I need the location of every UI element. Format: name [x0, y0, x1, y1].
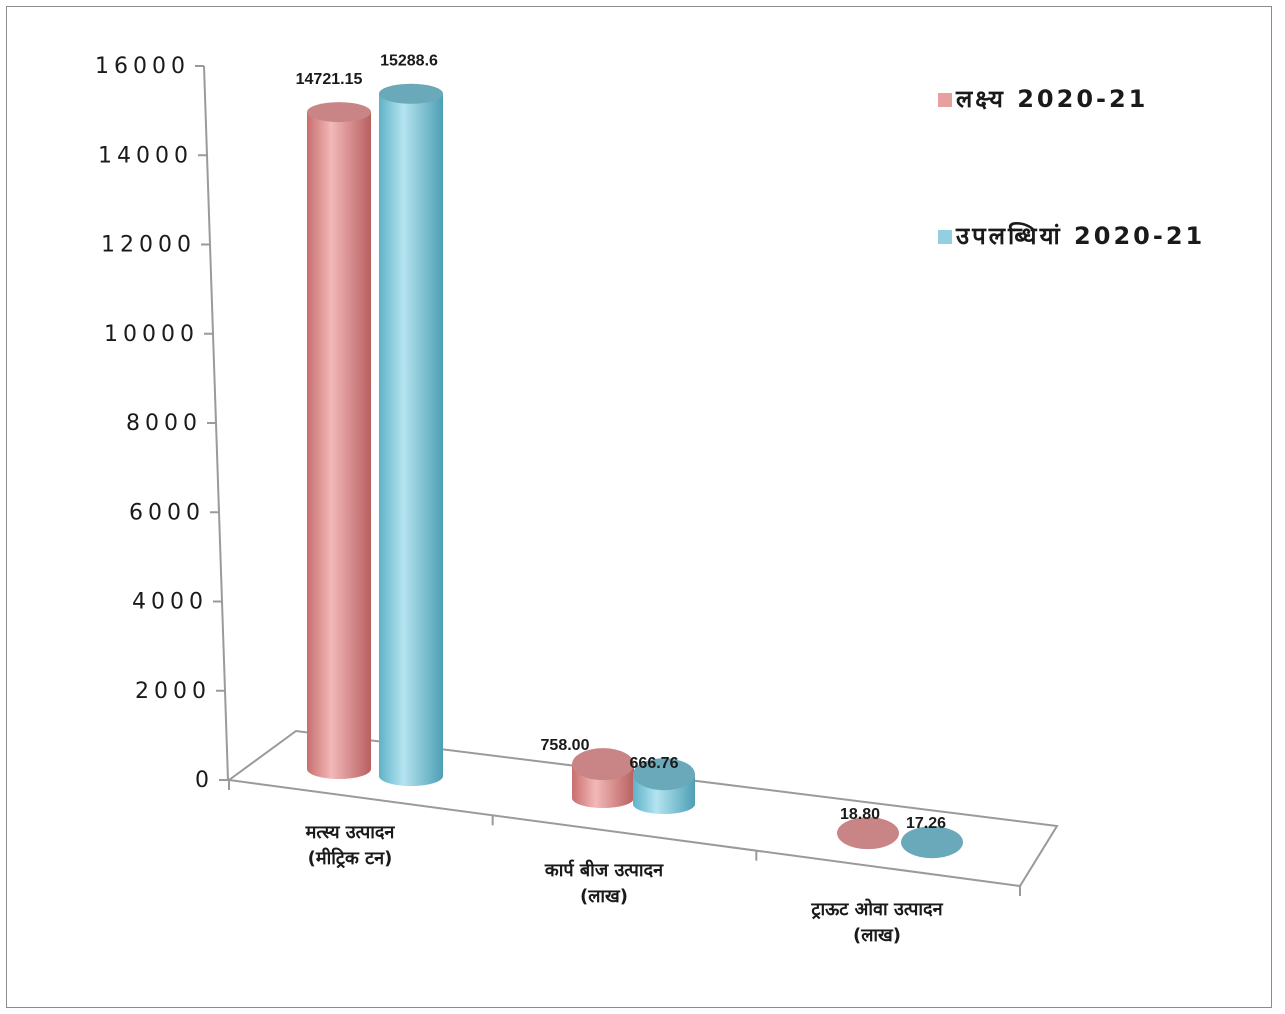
data-label: 758.00 — [541, 737, 590, 754]
x-category-label: (मीट्रिक टन) — [308, 847, 393, 869]
axes-layer: 0 2000 4000 6000 8000 10000 12000 14000 16000 — [95, 54, 1059, 896]
x-category-label: कार्प बीज उत्पादन — [544, 859, 664, 881]
legend-swatch — [938, 230, 952, 244]
data-label: 18.80 — [840, 806, 880, 823]
bar-top — [379, 83, 443, 104]
bars-layer — [307, 83, 963, 859]
x-category-label: ट्राऊट ओवा उत्पादन — [810, 898, 943, 920]
bar-achievement-1 — [633, 758, 695, 814]
bar-body — [307, 112, 371, 780]
x-category-label: मत्स्य उत्पादन — [305, 822, 396, 843]
bar-top — [633, 758, 695, 791]
y-tick-label: 4000 — [132, 590, 208, 615]
labels-layer: 14721.15 15288.6 758.00 666.76 18.80 17.26 मत्… — [296, 53, 946, 946]
bar-body — [379, 93, 443, 787]
bar-target-2 — [837, 817, 899, 850]
x-category-label: (लाख) — [853, 925, 901, 946]
y-tick-label: 12000 — [101, 233, 196, 258]
bar-target-0 — [307, 102, 371, 780]
legend-label: लक्ष्य 2020-21 — [955, 85, 1148, 113]
legend-swatch — [938, 93, 952, 107]
data-label: 15288.6 — [380, 53, 438, 70]
y-tick-label: 0 — [195, 768, 214, 793]
data-label: 17.26 — [906, 815, 946, 832]
y-tick-label: 8000 — [126, 411, 202, 436]
bar-top — [307, 102, 371, 123]
bar-target-1 — [572, 748, 634, 808]
y-tick-label: 2000 — [135, 679, 211, 704]
legend: लक्ष्य 2020-21 उपलब्धियां 2020-21 — [938, 85, 1205, 250]
legend-label: उपलब्धियां 2020-21 — [955, 222, 1205, 250]
chart-frame — [6, 6, 1272, 1008]
bar-top — [837, 817, 899, 850]
y-tick-label: 6000 — [129, 500, 205, 525]
bar-achievement-2 — [901, 826, 963, 859]
y-tick-label: 16000 — [95, 54, 190, 79]
y-tick-label: 10000 — [104, 322, 199, 347]
bar-top — [572, 748, 634, 781]
bar-top — [901, 826, 963, 859]
x-category-label: (लाख) — [580, 886, 628, 907]
data-label: 666.76 — [630, 755, 679, 772]
data-label: 14721.15 — [296, 71, 363, 88]
bar-achievement-0 — [379, 83, 443, 787]
y-tick-label: 14000 — [98, 143, 193, 168]
